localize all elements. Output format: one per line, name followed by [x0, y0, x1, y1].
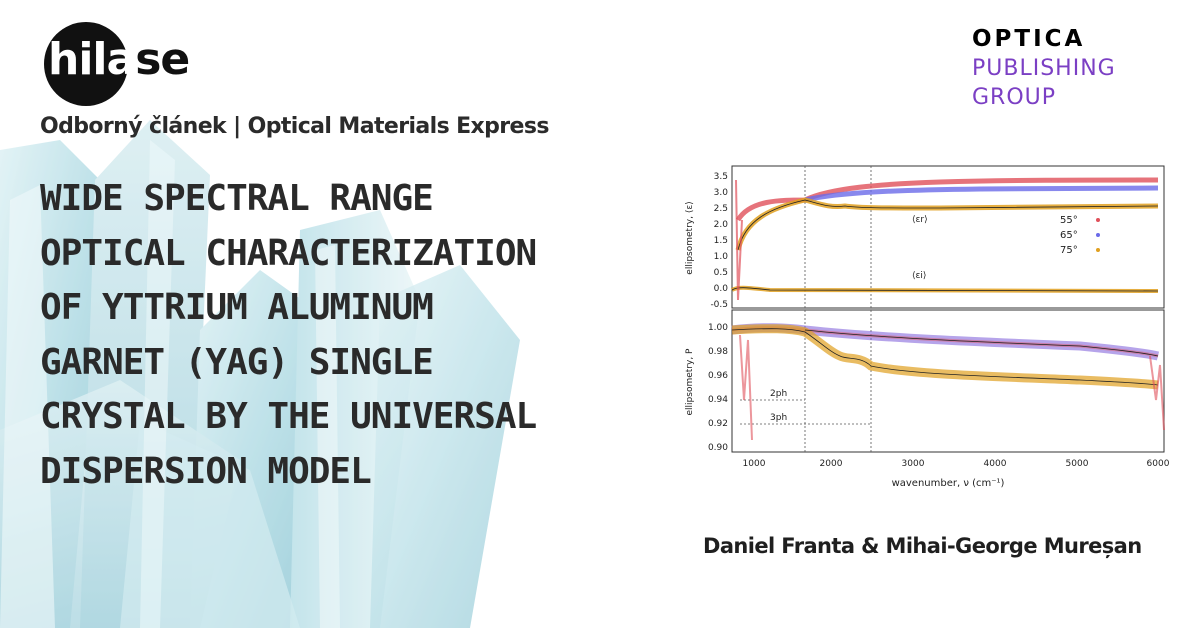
y-tick-label: 0.5: [714, 268, 728, 278]
low-wavenumber-dip: [735, 179, 743, 301]
top-y-axis-label: ellipsometry, ⟨ε⟩: [685, 201, 695, 274]
hilase-logo: [44, 22, 128, 106]
top-panel-frame: [731, 165, 1165, 309]
y-tick-label: 1.00: [708, 323, 728, 333]
eps-r-label: ⟨εr⟩: [912, 215, 928, 225]
y-tick-label: 2.0: [714, 220, 729, 230]
article-title: WIDE SPECTRAL RANGE OPTICAL CHARACTERIZA…: [40, 172, 680, 499]
title-line: CRYSTAL BY THE UNIVERSAL: [40, 396, 537, 437]
y-tick-label: 0.92: [708, 419, 728, 429]
x-tick-label: 6000: [1147, 459, 1170, 469]
eps-r-55-curve: [735, 177, 1159, 222]
title-line: WIDE SPECTRAL RANGE: [40, 178, 434, 219]
y-tick-label: 0.96: [708, 371, 728, 381]
x-tick-label: 4000: [984, 459, 1007, 469]
bottom-y-axis-label: ellipsometry, P: [685, 348, 695, 416]
x-tick-label: 1000: [743, 459, 766, 469]
y-tick-label: 0.98: [708, 347, 728, 357]
y-tick-label: 1.5: [714, 236, 728, 246]
bottom-panel-frame: [731, 309, 1165, 453]
title-line: OPTICAL CHARACTERIZATION: [40, 232, 537, 274]
optica-logo: OPTICA PUBLISHING GROUP: [972, 24, 1172, 112]
title-line: OF YTTRIUM ALUMINUM: [40, 287, 434, 328]
y-tick-label: -0.5: [710, 300, 728, 310]
legend-label: 65°: [1060, 230, 1078, 241]
legend-marker: [1096, 248, 1100, 252]
y-tick-label: 0.0: [714, 284, 729, 294]
p-model-curve: [731, 328, 1159, 386]
eps-i-label: ⟨εi⟩: [912, 271, 926, 281]
article-subtitle: Odborný článek | Optical Materials Expre…: [40, 114, 549, 139]
legend-marker: [1096, 218, 1100, 222]
article-authors: Daniel Franta & Mihai-George Mureșan: [703, 534, 1142, 558]
x-tick-label: 2000: [820, 459, 843, 469]
annot-3ph: 3ph: [770, 413, 787, 423]
y-tick-label: 2.5: [714, 204, 728, 214]
y-tick-label: 3.5: [714, 172, 728, 182]
optica-name: OPTICA: [972, 26, 1086, 52]
eps-r-65-curve: [804, 185, 1159, 203]
y-tick-label: 0.90: [708, 443, 728, 453]
hilase-wordmark: hilase: [48, 34, 190, 85]
legend-label: 75°: [1060, 245, 1078, 256]
title-line: DISPERSION MODEL: [40, 450, 372, 492]
x-axis-label: wavenumber, ν (cm⁻¹): [892, 478, 1005, 489]
y-tick-label: 3.0: [714, 188, 729, 198]
eps-r-model-curve: [737, 199, 1159, 251]
optica-group: GROUP: [972, 85, 1057, 110]
x-tick-label: 3000: [902, 459, 925, 469]
x-tick-label: 5000: [1066, 459, 1089, 469]
annot-2ph: 2ph: [770, 389, 787, 399]
optica-publishing: PUBLISHING: [972, 56, 1116, 81]
high-wavenumber-noise: [1149, 355, 1165, 431]
ellipsometry-figure: 55° 65° 75° ⟨εr⟩ ⟨εi⟩ 2ph 3ph 3.5 3.0 2.…: [680, 160, 1180, 502]
y-tick-label: 0.94: [708, 395, 728, 405]
title-line: GARNET (YAG) SINGLE: [40, 341, 434, 383]
legend-label: 55°: [1060, 215, 1078, 226]
y-tick-label: 1.0: [714, 252, 729, 262]
legend-marker: [1096, 233, 1100, 237]
